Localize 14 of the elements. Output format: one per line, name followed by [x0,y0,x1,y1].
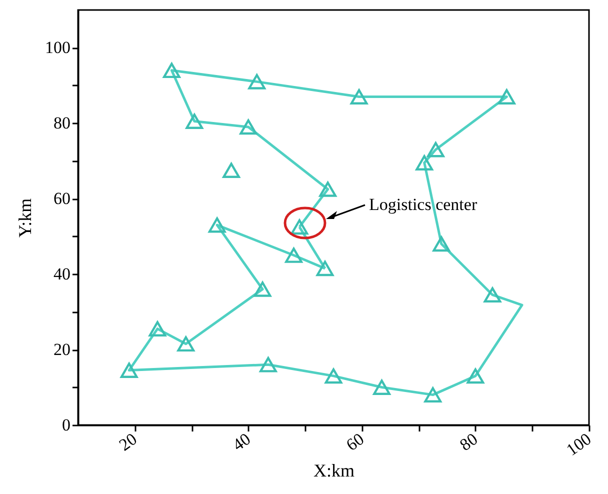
x-tick-label: 20 [116,429,140,455]
y-tick-label: 80 [54,114,70,133]
x-tick-label: 60 [342,429,368,455]
x-tick-label: 40 [229,429,254,455]
x-tick-label: 100 [562,429,595,460]
y-tick-label: 40 [54,264,70,284]
x-tick-label: 80 [456,429,482,455]
x-axis-title: X:km [313,460,355,481]
y-tick-label: 20 [54,340,70,360]
y-axis-title: Y:km [15,198,35,238]
annotation: Logistics center [369,195,478,214]
y-tick-label: 0 [62,416,70,434]
y-tick-label: 60 [54,189,70,208]
y-tick-label: 100 [45,38,70,58]
